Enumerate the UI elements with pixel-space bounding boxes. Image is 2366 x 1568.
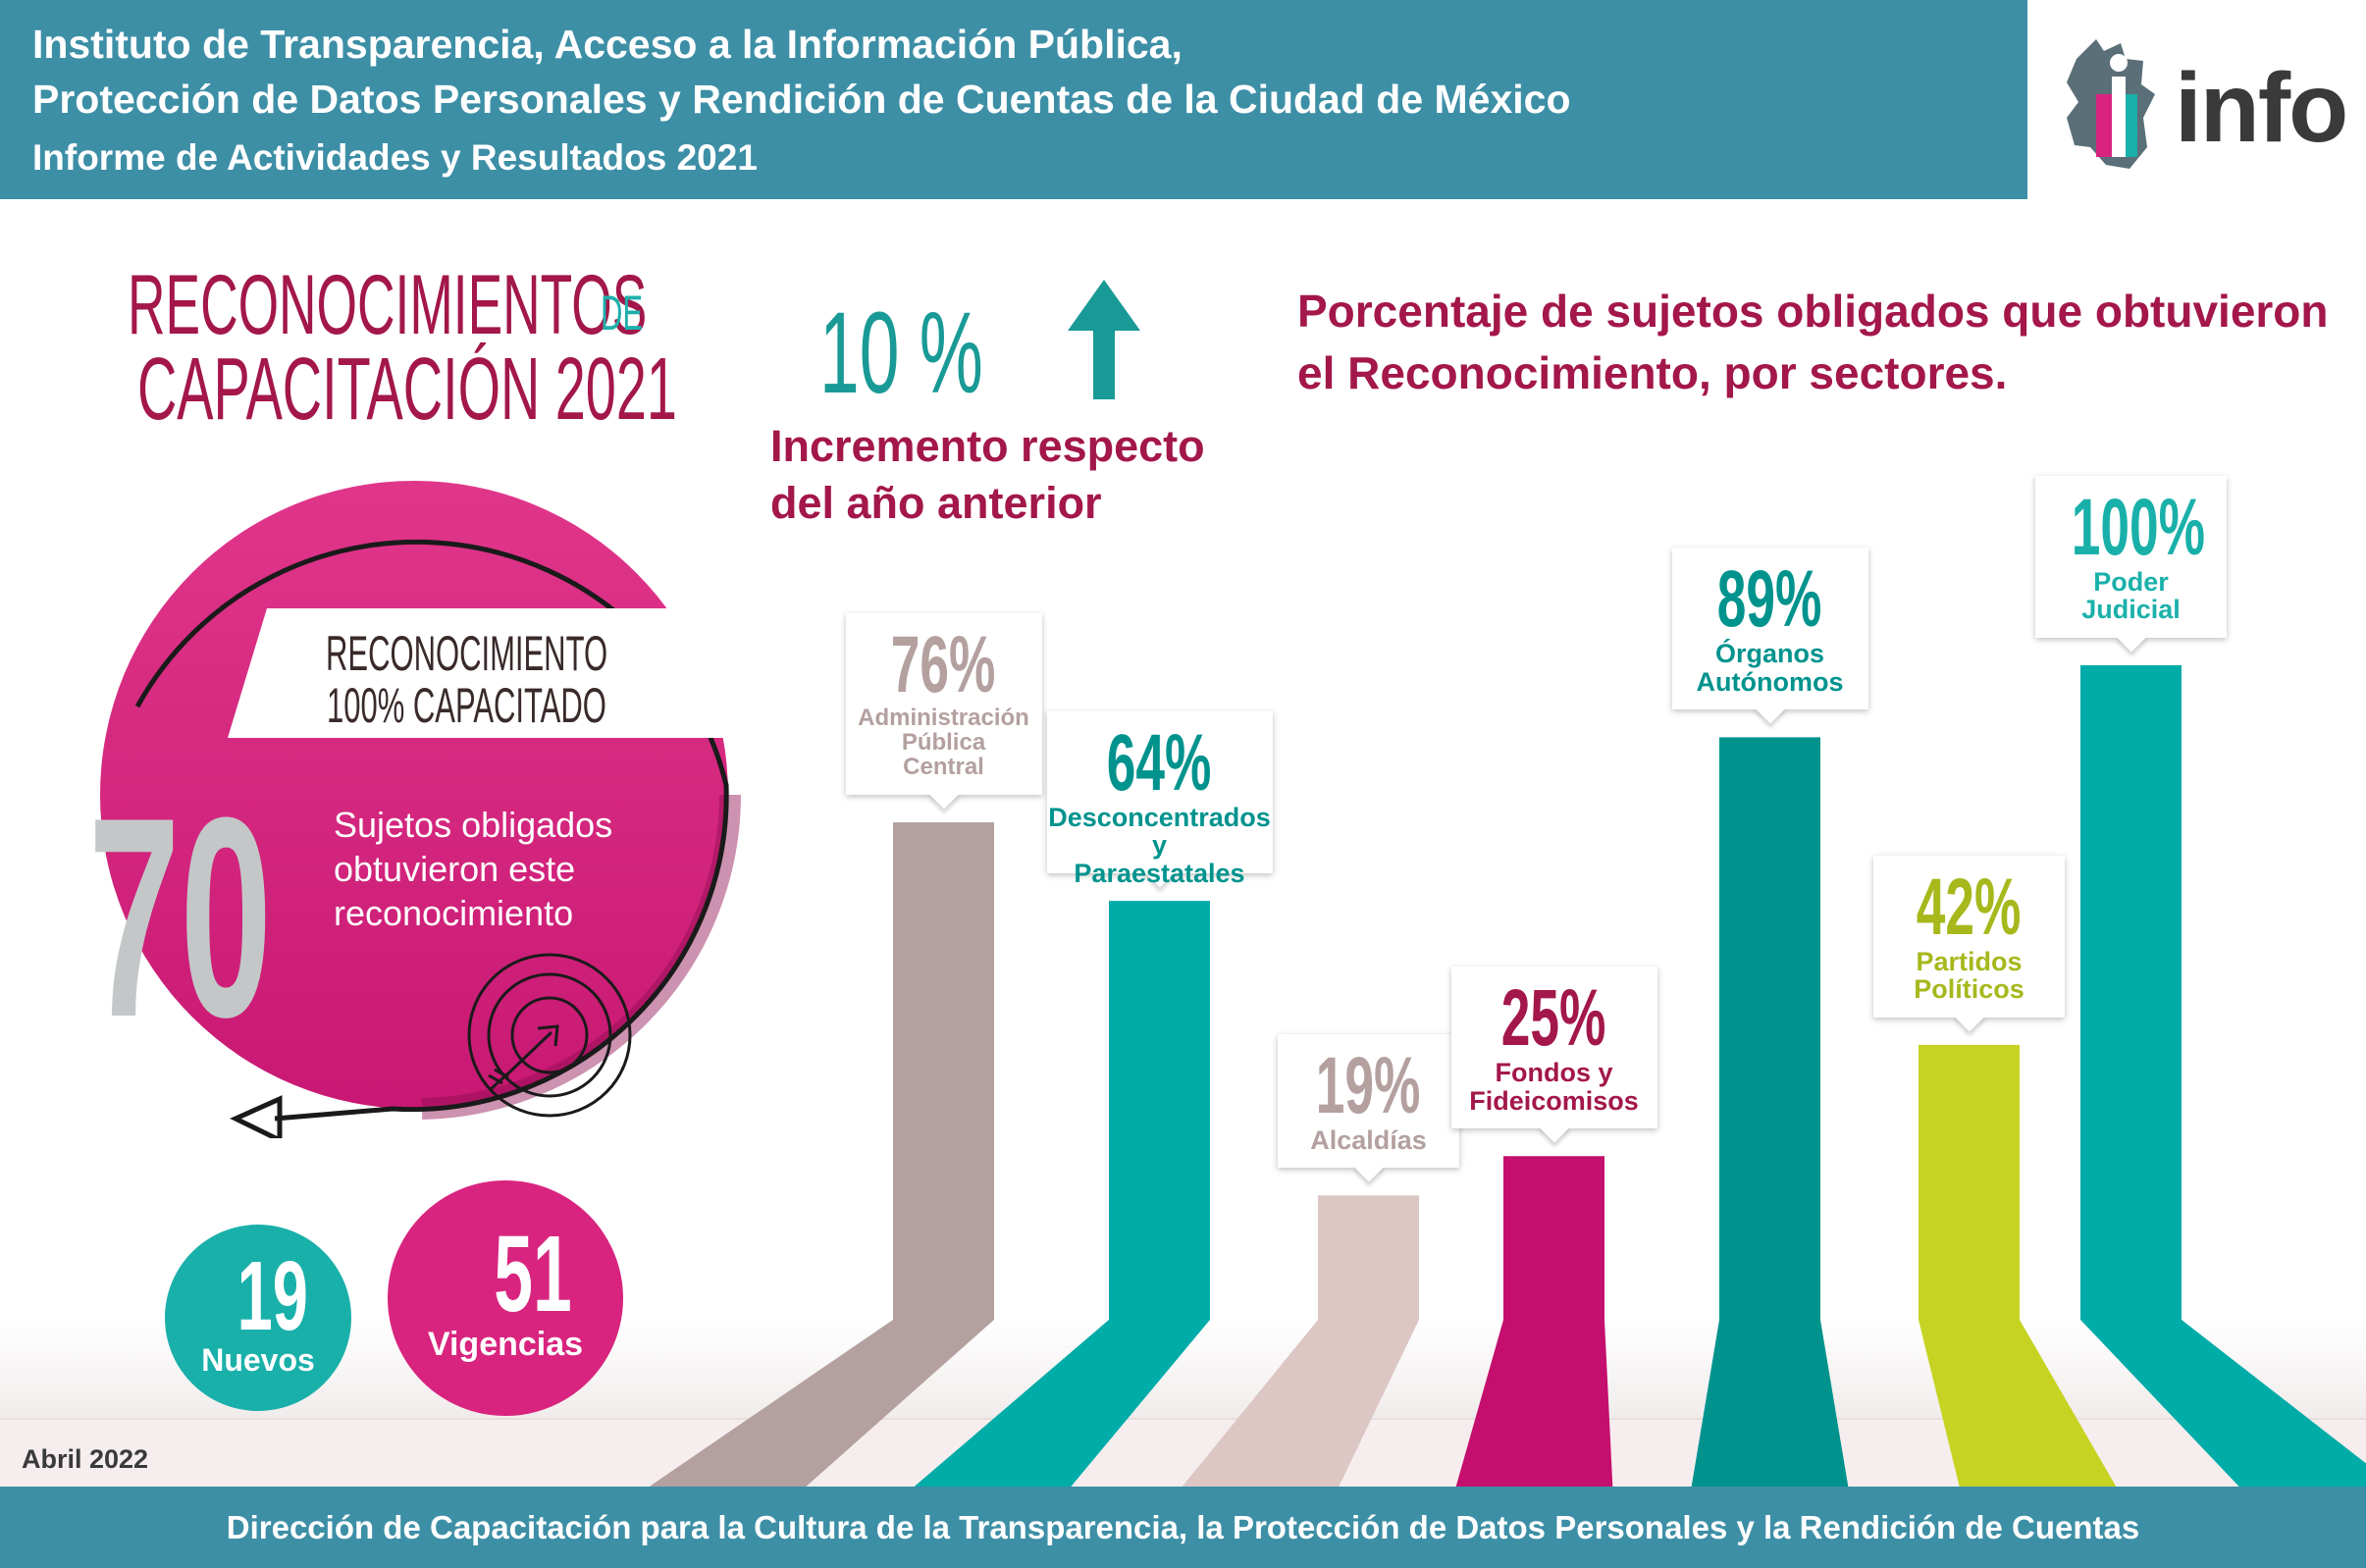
arrow-head-icon <box>230 1095 283 1138</box>
header-subtitle: Informe de Actividades y Resultados 2021 <box>32 137 758 178</box>
bar-4 <box>1719 737 1820 1320</box>
label-card-0: 76% Administración Pública Central <box>845 613 1042 810</box>
bar-floor-6 <box>2080 1320 2366 1487</box>
logo-text: info <box>2175 53 2348 163</box>
arrow-up-icon <box>1068 280 1140 399</box>
bar-6 <box>2080 665 2182 1320</box>
bar-floor-2 <box>1182 1320 1419 1487</box>
increment-value: 10 % <box>819 288 983 418</box>
bar-value-label: 19% <box>1316 1041 1421 1131</box>
bar-category-label: Órganos Autónomos <box>1696 639 1844 697</box>
nuevos-value: 19 <box>237 1241 308 1351</box>
label-card-6: 100% Poder Judicial <box>2035 476 2227 653</box>
nuevos-circle: 19 Nuevos <box>165 1225 351 1411</box>
banner-line2: 100% CAPACITADO <box>327 678 606 733</box>
bar-5 <box>1919 1044 2020 1320</box>
bar-category-label: Poder Judicial <box>2081 567 2181 625</box>
header-title-line1: Instituto de Transparencia, Acceso a la … <box>32 22 1183 67</box>
footer-text: Dirección de Capacitación para la Cultur… <box>226 1508 2140 1545</box>
bar-floor-3 <box>1455 1320 1613 1487</box>
bar-0 <box>893 822 994 1320</box>
bar-value-label: 89% <box>1717 554 1822 645</box>
nuevos-label: Nuevos <box>201 1342 315 1378</box>
vigencias-circle: 51 Vigencias <box>388 1180 623 1416</box>
bar-category-label: Partidos Políticos <box>1914 946 2024 1005</box>
bar-floor-1 <box>914 1320 1210 1487</box>
bar-2 <box>1318 1195 1419 1320</box>
increment-text-line2: del año anterior <box>770 478 1102 528</box>
header-title-line2: Protección de Datos Personales y Rendici… <box>32 77 1571 122</box>
vigencias-value: 51 <box>494 1214 572 1334</box>
title-de: DE <box>601 286 644 340</box>
bar-value-label: 100% <box>2071 483 2206 572</box>
bar-floor-4 <box>1691 1320 1849 1487</box>
bar-1 <box>1109 901 1210 1320</box>
target-icon <box>467 953 632 1118</box>
report-date: Abril 2022 <box>22 1444 149 1474</box>
label-card-3: 25% Fondos y Fideicomisos <box>1450 967 1657 1143</box>
bar-floor-0 <box>649 1320 994 1487</box>
bar-value-label: 64% <box>1107 718 1212 809</box>
bar-value-label: 42% <box>1917 862 2022 952</box>
title-line2: CAPACITACIÓN 2021 <box>137 340 677 439</box>
vigencias-label: Vigencias <box>427 1326 584 1363</box>
bar-value-label: 25% <box>1501 973 1606 1064</box>
header-bar: Instituto de Transparencia, Acceso a la … <box>0 0 2027 199</box>
banner <box>228 608 726 738</box>
bar-category-label: Desconcentrados y Paraestatales <box>1048 803 1271 888</box>
bar-value-label: 76% <box>891 620 996 710</box>
label-card-2: 19% Alcaldías <box>1278 1034 1459 1182</box>
info-logo: info <box>2027 0 2366 199</box>
increment-description: Incremento respecto del año anterior <box>770 418 1281 532</box>
chart-title: Porcentaje de sujetos obligados que obtu… <box>1297 286 2329 398</box>
banner-line1: RECONOCIMIENTO <box>326 626 608 681</box>
cdmx-map-icon <box>2067 39 2155 169</box>
total-number: 70 <box>88 758 273 1076</box>
label-card-4: 89% Órganos Autónomos <box>1671 548 1868 724</box>
bar-category-label: Fondos y Fideicomisos <box>1469 1058 1639 1116</box>
bar-category-label: Alcaldías <box>1310 1125 1427 1156</box>
label-card-1: 64% Desconcentrados y Paraestatales <box>1046 711 1273 888</box>
title-line1: RECONOCIMIENTOS <box>128 258 648 352</box>
bar-3 <box>1503 1156 1604 1320</box>
sector-bar-chart <box>649 665 2366 1487</box>
label-card-5: 42% Partidos Políticos <box>1873 855 2065 1032</box>
bar-floor-5 <box>1919 1320 2117 1487</box>
increment-text-line1: Incremento respecto <box>770 421 1205 471</box>
footer-bar: Dirección de Capacitación para la Cultur… <box>0 1487 2366 1568</box>
bar-category-label: Administración Pública Central <box>858 705 1029 781</box>
total-description: Sujetos obligados obtuvieron este recono… <box>334 805 613 933</box>
